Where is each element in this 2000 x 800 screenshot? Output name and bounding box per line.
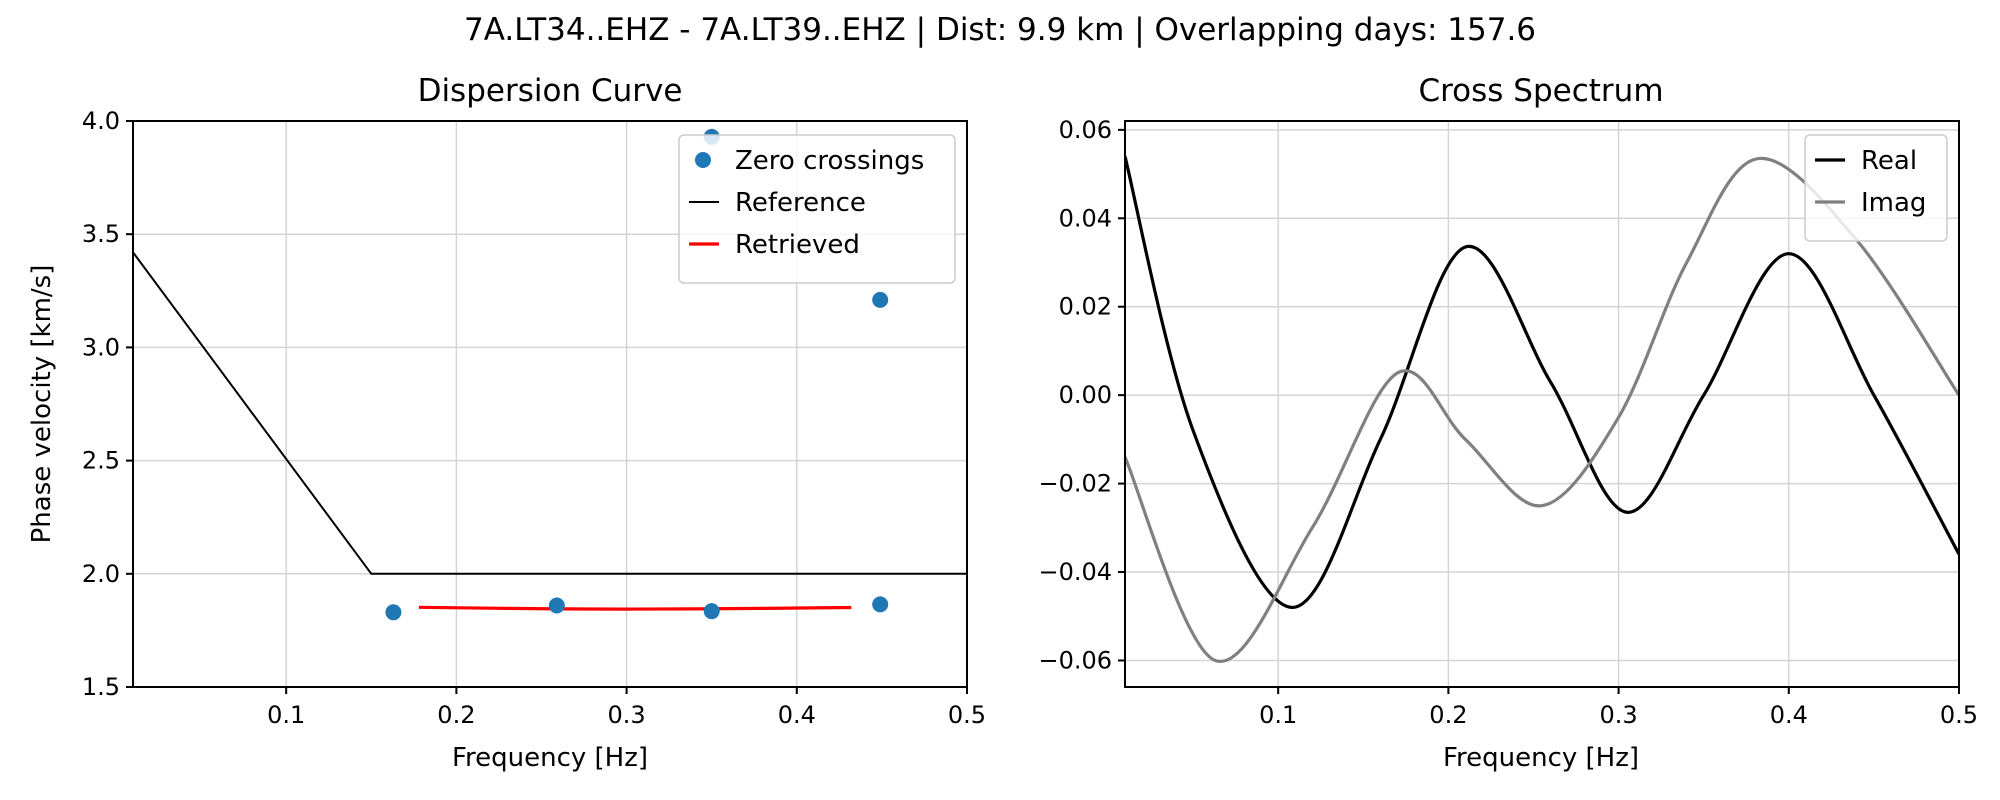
dispersion-curve-plot: Dispersion Curve 0.1 0.2 0.3 0.4 0.5 1.5 2.0 2.… <box>27 73 986 773</box>
dispersion-x-tick-label: 0.3 <box>608 701 646 729</box>
cross-spectrum-x-tick-label: 0.2 <box>1429 701 1467 729</box>
dispersion-retrieved-legend-label: Retrieved <box>735 230 860 260</box>
dispersion-zero-crossings-point <box>703 603 720 620</box>
cross-spectrum-axes-frame <box>1124 120 1960 688</box>
dispersion-ticks: 0.1 0.2 0.3 0.4 0.5 1.5 2.0 2.5 3.0 3.5 4.0 <box>82 107 986 729</box>
dispersion-x-tick-label: 0.1 <box>267 701 305 729</box>
cross-spectrum-plot: Cross Spectrum 0.1 0.2 0.3 0.4 0.5 −0.06 −0.04… <box>1038 73 1978 773</box>
dispersion-zero-crossings-point <box>548 597 565 614</box>
dispersion-x-tick-label: 0.5 <box>948 701 986 729</box>
cross-spectrum-y-tick-label: 0.02 <box>1059 293 1112 321</box>
cross-spectrum-y-tick-label: 0.04 <box>1059 204 1112 232</box>
dispersion-x-tick-label: 0.4 <box>778 701 816 729</box>
dispersion-zero-crossings-legend-marker <box>695 152 711 168</box>
dispersion-axes-frame <box>132 120 968 688</box>
dispersion-plot-title: Dispersion Curve <box>418 73 683 109</box>
cross-spectrum-x-tick-label: 0.4 <box>1770 701 1808 729</box>
cross-spectrum-y-tick-label: 0.00 <box>1059 381 1112 409</box>
dispersion-zero-crossings-point <box>872 291 889 308</box>
cross-spectrum-real-line <box>1125 156 1959 610</box>
cross-spectrum-x-tick-label: 0.5 <box>1940 701 1978 729</box>
cross-spectrum-legend: Real Imag <box>1804 134 1948 242</box>
cross-spectrum-ticks: 0.1 0.2 0.3 0.4 0.5 −0.06 −0.04 −0.02 0.00 0.02 0.… <box>1038 116 1978 729</box>
dispersion-legend-box <box>678 134 956 284</box>
dispersion-y-tick-label: 3.5 <box>82 220 120 248</box>
dispersion-legend: Zero crossings Reference Retrieved <box>678 134 956 284</box>
cross-spectrum-y-tick-label: 0.06 <box>1059 116 1112 144</box>
cross-spectrum-plot-title: Cross Spectrum <box>1418 73 1663 109</box>
dispersion-x-axis-label: Frequency [Hz] <box>452 743 648 773</box>
dispersion-retrieved-line <box>418 605 852 611</box>
dispersion-y-tick-label: 1.5 <box>82 673 120 701</box>
dispersion-y-tick-label: 4.0 <box>82 107 120 135</box>
cross-spectrum-x-tick-label: 0.3 <box>1600 701 1638 729</box>
cross-spectrum-y-tick-label: −0.02 <box>1038 470 1112 498</box>
dispersion-zero-crossings-point <box>385 604 402 621</box>
dispersion-reference-line <box>133 251 967 575</box>
dispersion-y-tick-label: 2.5 <box>82 447 120 475</box>
cross-spectrum-series <box>1125 156 1959 664</box>
dispersion-x-tick-label: 0.2 <box>437 701 475 729</box>
cross-spectrum-x-axis-label: Frequency [Hz] <box>1443 743 1639 773</box>
cross-spectrum-imag-line <box>1125 156 1959 664</box>
dispersion-series <box>133 128 967 621</box>
cross-spectrum-y-tick-label: −0.04 <box>1038 558 1112 586</box>
cross-spectrum-x-tick-label: 0.1 <box>1259 701 1297 729</box>
dispersion-y-tick-label: 2.0 <box>82 560 120 588</box>
dispersion-y-tick-label: 3.0 <box>82 333 120 361</box>
figure-suptitle: 7A.LT34..EHZ - 7A.LT39..EHZ | Dist: 9.9 … <box>464 12 1536 48</box>
dispersion-zero-crossings-point <box>872 596 889 613</box>
cross-spectrum-real-legend-label: Real <box>1861 146 1917 176</box>
cross-spectrum-imag-legend-label: Imag <box>1861 188 1926 218</box>
dispersion-reference-legend-label: Reference <box>735 188 866 218</box>
dispersion-zero-crossings-legend-label: Zero crossings <box>735 146 924 176</box>
dispersion-y-axis-label: Phase velocity [km/s] <box>27 265 57 544</box>
cross-spectrum-y-tick-label: −0.06 <box>1038 646 1112 674</box>
